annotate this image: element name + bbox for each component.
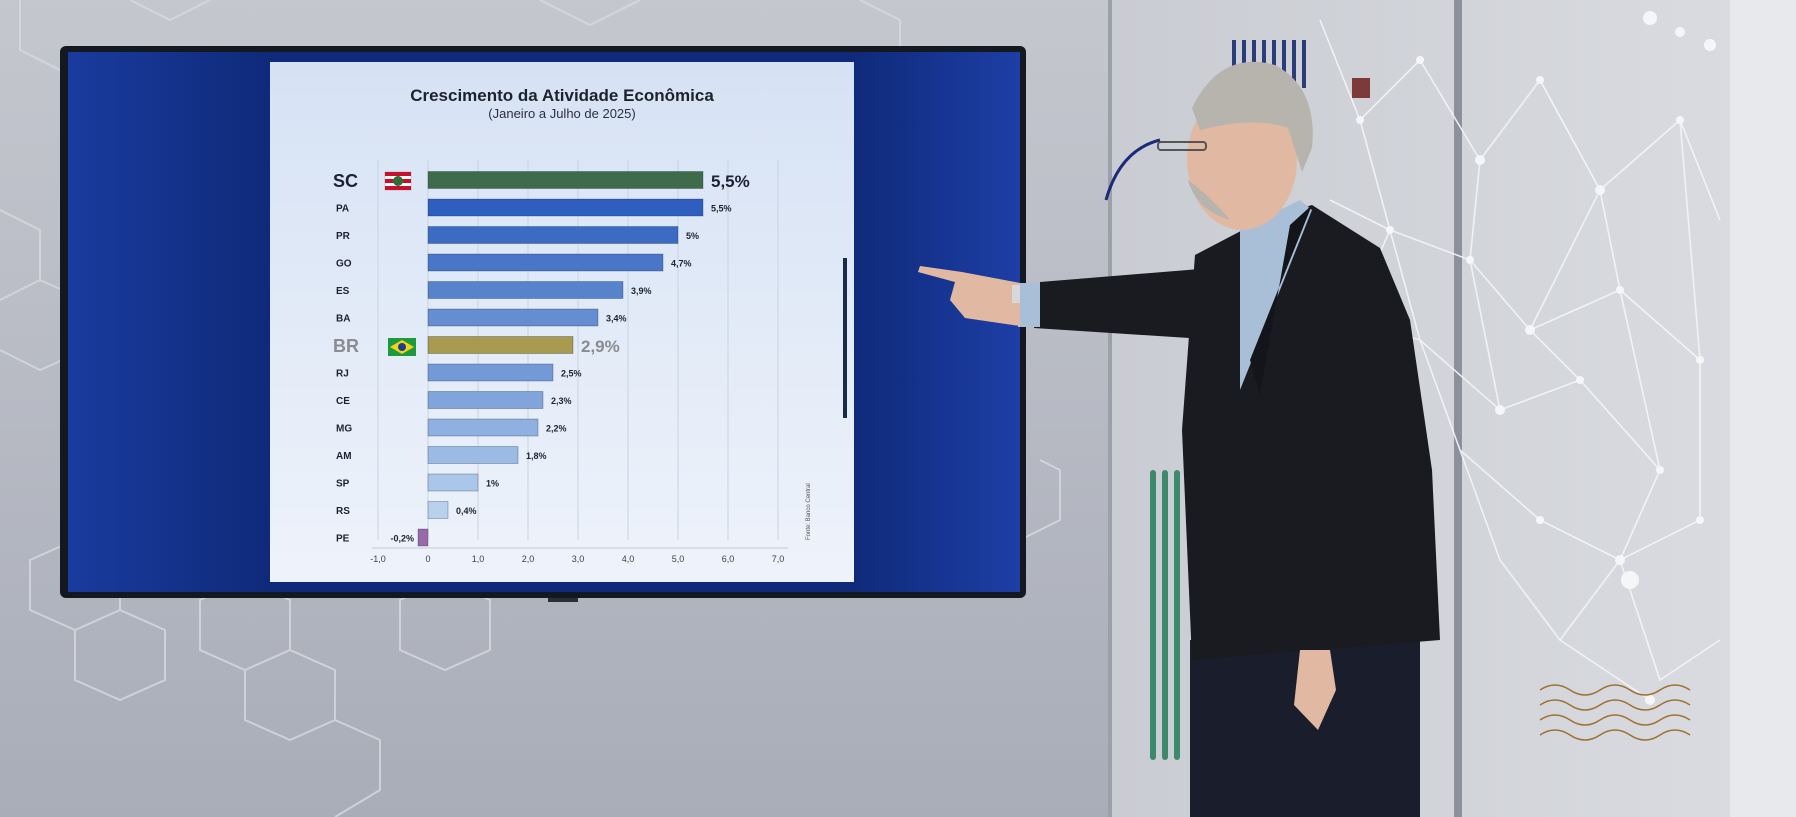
wave-lines — [1539, 684, 1691, 741]
presenter-sleeve — [1034, 268, 1220, 340]
x-tick-label: 7,0 — [772, 554, 785, 564]
value-label-rj: 2,5% — [561, 369, 582, 379]
value-label-pe: -0,2% — [390, 534, 414, 544]
x-tick-label: 6,0 — [722, 554, 735, 564]
value-label-sc: 5,5% — [711, 172, 750, 191]
chart-title: Crescimento da Atividade Econômica — [410, 86, 714, 105]
category-label-pa: PA — [336, 204, 349, 215]
presenter-glasses — [1157, 141, 1207, 151]
bar-ba — [427, 308, 599, 327]
screen-left-panel — [68, 52, 270, 592]
brazil-flag-icon — [388, 338, 416, 356]
value-label-pr: 5% — [686, 231, 699, 241]
chart-subtitle: (Janeiro a Julho de 2025) — [488, 106, 636, 121]
screen-scrollbar — [843, 258, 847, 418]
category-label-go: GO — [336, 259, 352, 270]
green-dots — [1150, 470, 1180, 760]
value-label-ce: 2,3% — [551, 396, 572, 406]
presenter-left-hand — [1294, 650, 1336, 730]
category-label-mg: MG — [336, 424, 352, 435]
value-label-ba: 3,4% — [606, 314, 627, 324]
network-nodes — [1356, 11, 1716, 705]
bar-br — [427, 336, 574, 354]
presenter-cuff — [1018, 283, 1040, 327]
chart-bars — [417, 171, 704, 547]
glass-wall-edge — [1108, 0, 1112, 817]
right-panel — [1730, 0, 1796, 817]
category-label-ce: CE — [336, 396, 350, 407]
presenter-watch — [1012, 285, 1020, 303]
tv-stand — [548, 598, 578, 602]
presenter — [918, 61, 1440, 817]
category-label-pr: PR — [336, 231, 351, 242]
x-tick-label: 4,0 — [622, 554, 635, 564]
value-label-es: 3,9% — [631, 286, 652, 296]
x-tick-label: -1,0 — [370, 554, 386, 564]
bar-es — [427, 281, 624, 299]
chart-panel: Crescimento da Atividade Econômica (Jane… — [270, 62, 854, 582]
category-label-sc: SC — [333, 171, 358, 191]
value-label-pa: 5,5% — [711, 204, 732, 214]
value-label-rs: 0,4% — [456, 506, 477, 516]
presenter-pointing-hand — [918, 266, 1020, 326]
blue-arc-accent — [1104, 138, 1161, 201]
bar-sc — [427, 171, 704, 189]
value-label-go: 4,7% — [671, 259, 692, 269]
santa-catarina-flag-icon — [384, 171, 412, 191]
category-label-sp: SP — [336, 479, 350, 490]
bar-ce — [427, 391, 544, 409]
bar-go — [427, 253, 664, 272]
bar-pr — [427, 226, 679, 244]
bar-sp — [427, 473, 479, 492]
x-tick-label: 1,0 — [472, 554, 485, 564]
red-square-accent — [1352, 78, 1370, 98]
category-label-es: ES — [336, 286, 350, 297]
category-label-am: AM — [336, 451, 352, 462]
value-label-sp: 1% — [486, 479, 499, 489]
x-tick-label: 3,0 — [572, 554, 585, 564]
presenter-hair — [1192, 61, 1313, 172]
category-label-br: BR — [333, 336, 359, 356]
bar-rj — [427, 363, 554, 382]
category-label-pe: PE — [336, 534, 350, 545]
source-note: Fonte: Banco Central — [806, 483, 812, 540]
x-tick-label: 5,0 — [672, 554, 685, 564]
category-label-rj: RJ — [336, 369, 349, 380]
bar-rs — [427, 501, 449, 519]
x-tick-label: 0 — [425, 554, 430, 564]
chart-labels: SC 5,5% PA 5,5% PR 5% GO 4,7% ES 3,9% BA 3,4% BR 2,9%… — [333, 171, 750, 545]
bar-pa — [427, 198, 704, 217]
bar-mg — [427, 418, 539, 437]
value-label-am: 1,8% — [526, 451, 547, 461]
x-tick-label: 2,0 — [522, 554, 535, 564]
category-label-rs: RS — [336, 506, 350, 517]
category-label-ba: BA — [336, 314, 350, 325]
glass-divider — [1454, 0, 1462, 817]
presenter-lapel — [1250, 205, 1312, 395]
chart-x-ticks: -1,0 0 1,0 2,0 3,0 4,0 5,0 6,0 7,0 — [370, 554, 784, 564]
value-label-mg: 2,2% — [546, 424, 567, 434]
bar-am — [427, 446, 519, 464]
presenter-beard — [1188, 180, 1230, 220]
value-label-br: 2,9% — [581, 337, 620, 356]
screen-right-panel — [854, 52, 1020, 592]
bar-pe — [417, 528, 429, 547]
